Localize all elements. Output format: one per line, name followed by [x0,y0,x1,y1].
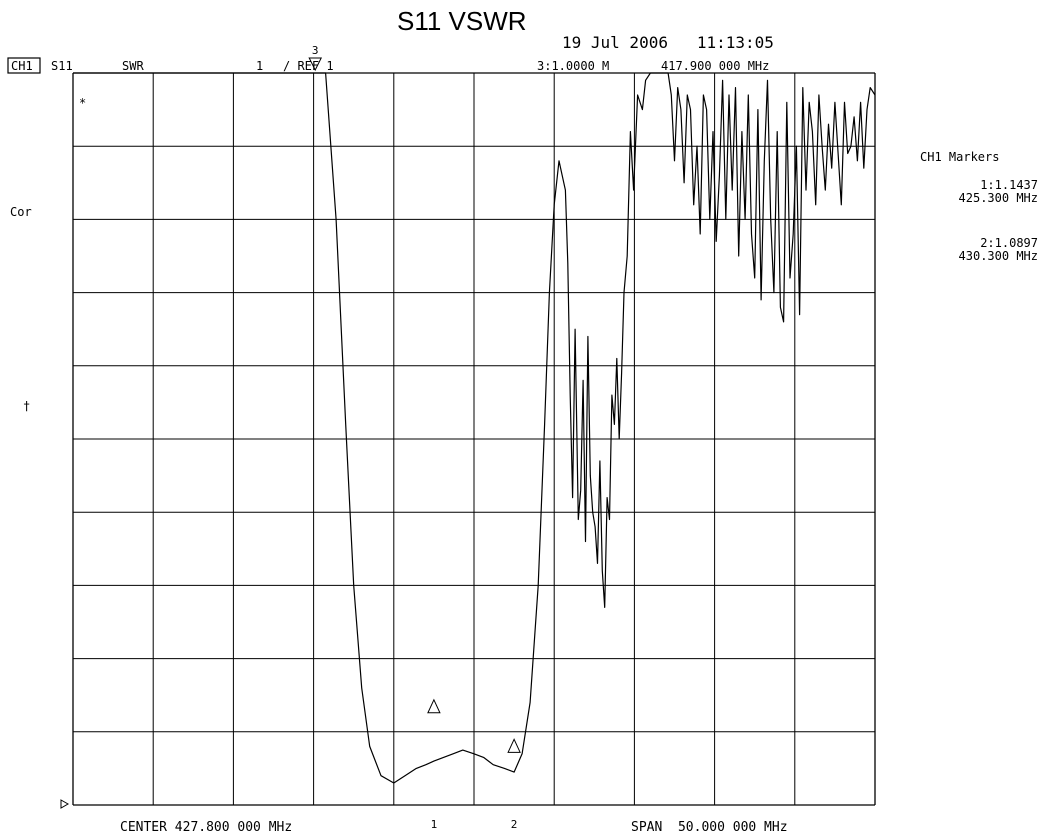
channel-label: CH1 [11,59,33,73]
chart-title: S11 VSWR [397,6,527,36]
marker-1-label: 1 [431,818,438,831]
center-frequency-label: CENTER 427.800 000 MHz [120,820,292,835]
active-marker-freq: 417.900 000 MHz [661,59,769,73]
channel-box [7,57,41,74]
reference-level-arrow [60,799,70,809]
marker-1-value: 1:1.1437 [980,178,1038,192]
date-time-label: 19 Jul 2006 11:13:05 [562,33,774,52]
scale-label: 1 [256,59,263,73]
parameter-label: S11 [51,59,73,73]
format-label: SWR [122,59,144,73]
trace-layer [73,72,876,784]
plot-grid [60,72,876,809]
dagger-label: † [23,399,30,413]
marker-2-value: 2:1.0897 [980,236,1038,250]
span-label: SPAN 50.000 000 MHz [631,820,788,835]
active-marker-label: 3:1.0000 M [537,59,609,73]
marker-2-label: 2 [511,818,518,831]
correction-label: Cor [10,205,32,219]
marker-1-freq: 425.300 MHz [959,191,1038,205]
marker-layer: 1 2 3 [308,44,521,831]
marker-1-triangle [427,698,441,714]
marker-3-triangle [308,57,323,72]
marker-2-freq: 430.300 MHz [959,249,1038,263]
ref-label: / REF 1 [283,59,334,73]
markers-panel-title: CH1 Markers [920,150,999,164]
marker-2-triangle [507,738,521,753]
star-label: * [79,96,86,110]
marker-3-label: 3 [312,44,319,57]
trace-line [73,72,876,784]
